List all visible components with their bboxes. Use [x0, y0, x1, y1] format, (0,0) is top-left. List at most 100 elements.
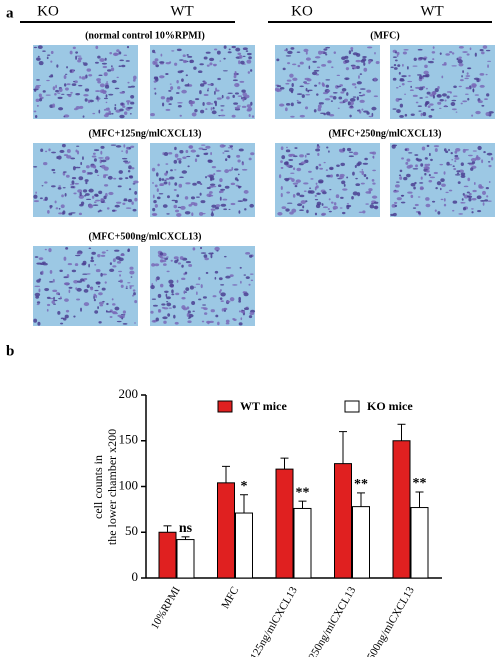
cell: [238, 296, 241, 302]
cell: [468, 154, 473, 157]
cell: [412, 168, 419, 170]
cell: [465, 75, 471, 77]
cell: [153, 199, 157, 204]
cell: [245, 276, 250, 279]
cell: [200, 246, 203, 250]
cell: [108, 93, 114, 96]
cell: [405, 161, 409, 165]
cell: [225, 275, 231, 279]
cell: [74, 263, 79, 267]
cell: [116, 261, 122, 264]
cell: [78, 194, 85, 199]
cell: [107, 175, 113, 180]
cell: [340, 162, 345, 167]
cell: [338, 148, 343, 152]
cell: [119, 91, 125, 94]
cell: [315, 148, 321, 152]
cell: [202, 102, 205, 106]
cell: [202, 304, 207, 306]
cell: [182, 156, 187, 159]
cell: [110, 144, 117, 146]
cell: [347, 101, 351, 106]
cell: [48, 75, 54, 78]
cell: [36, 303, 40, 306]
cell: [226, 96, 230, 100]
cell: [305, 57, 311, 61]
cell: [454, 157, 460, 160]
cell: [280, 160, 283, 164]
cell: [54, 92, 57, 96]
cell: [42, 262, 48, 266]
cell: [352, 191, 358, 196]
cell: [212, 106, 215, 110]
cell: [422, 74, 428, 78]
cell: [440, 198, 444, 201]
cell: [242, 198, 248, 202]
cell: [57, 155, 62, 160]
cell: [328, 198, 331, 201]
cell: [186, 313, 190, 317]
cell: [180, 205, 186, 210]
cell: [457, 59, 463, 64]
cell: [363, 110, 369, 113]
cell: [73, 315, 76, 318]
cell: [133, 75, 137, 80]
cell: [103, 72, 108, 77]
cell: [456, 172, 460, 175]
cell: [308, 170, 312, 173]
cell: [44, 287, 50, 292]
cell: [238, 148, 244, 152]
cell: [229, 297, 235, 302]
cell: [485, 49, 491, 52]
cell: [394, 204, 398, 208]
cell: [397, 64, 401, 67]
cell: [114, 306, 120, 311]
cell: [351, 49, 353, 52]
cell: [305, 51, 308, 55]
cell: [324, 98, 331, 101]
cell: [210, 152, 213, 156]
cell: [79, 203, 84, 207]
cell: [424, 64, 428, 68]
cell: [75, 51, 79, 54]
cell: [233, 102, 239, 105]
cell: [186, 306, 190, 310]
cell: [109, 51, 113, 55]
cell: [159, 283, 164, 288]
legend-label: WT mice: [240, 399, 287, 413]
cell: [33, 318, 38, 323]
cell: [201, 320, 205, 323]
x-tick-label: MFC+125ng/mlCXCL13: [233, 584, 300, 657]
cell: [417, 105, 422, 108]
cell: [115, 145, 122, 148]
cell: [157, 163, 160, 167]
cell: [455, 111, 458, 113]
cell: [399, 114, 404, 118]
cell: [420, 176, 423, 180]
cell: [364, 157, 368, 161]
cell: [236, 105, 241, 107]
cell: [231, 45, 236, 49]
cell: [471, 198, 477, 201]
cell: [104, 84, 110, 89]
cell: [163, 181, 168, 185]
cell: [37, 45, 43, 50]
cell: [399, 169, 403, 173]
cell: [362, 210, 366, 214]
cell: [198, 298, 202, 301]
cell: [425, 96, 429, 98]
bar-chart: 0 50 100 150 200 cell counts in the lower cham…: [91, 386, 442, 657]
cell: [236, 154, 241, 158]
cell: [217, 321, 220, 326]
cell: [95, 45, 99, 50]
cell: [231, 166, 234, 171]
cell: [166, 270, 170, 273]
cell: [128, 165, 132, 170]
cell: [75, 105, 81, 110]
cell: [239, 280, 242, 284]
cell: [439, 99, 444, 102]
cell: [177, 104, 182, 108]
cell: [360, 182, 365, 185]
cell: [187, 310, 191, 314]
cell: [451, 65, 457, 67]
